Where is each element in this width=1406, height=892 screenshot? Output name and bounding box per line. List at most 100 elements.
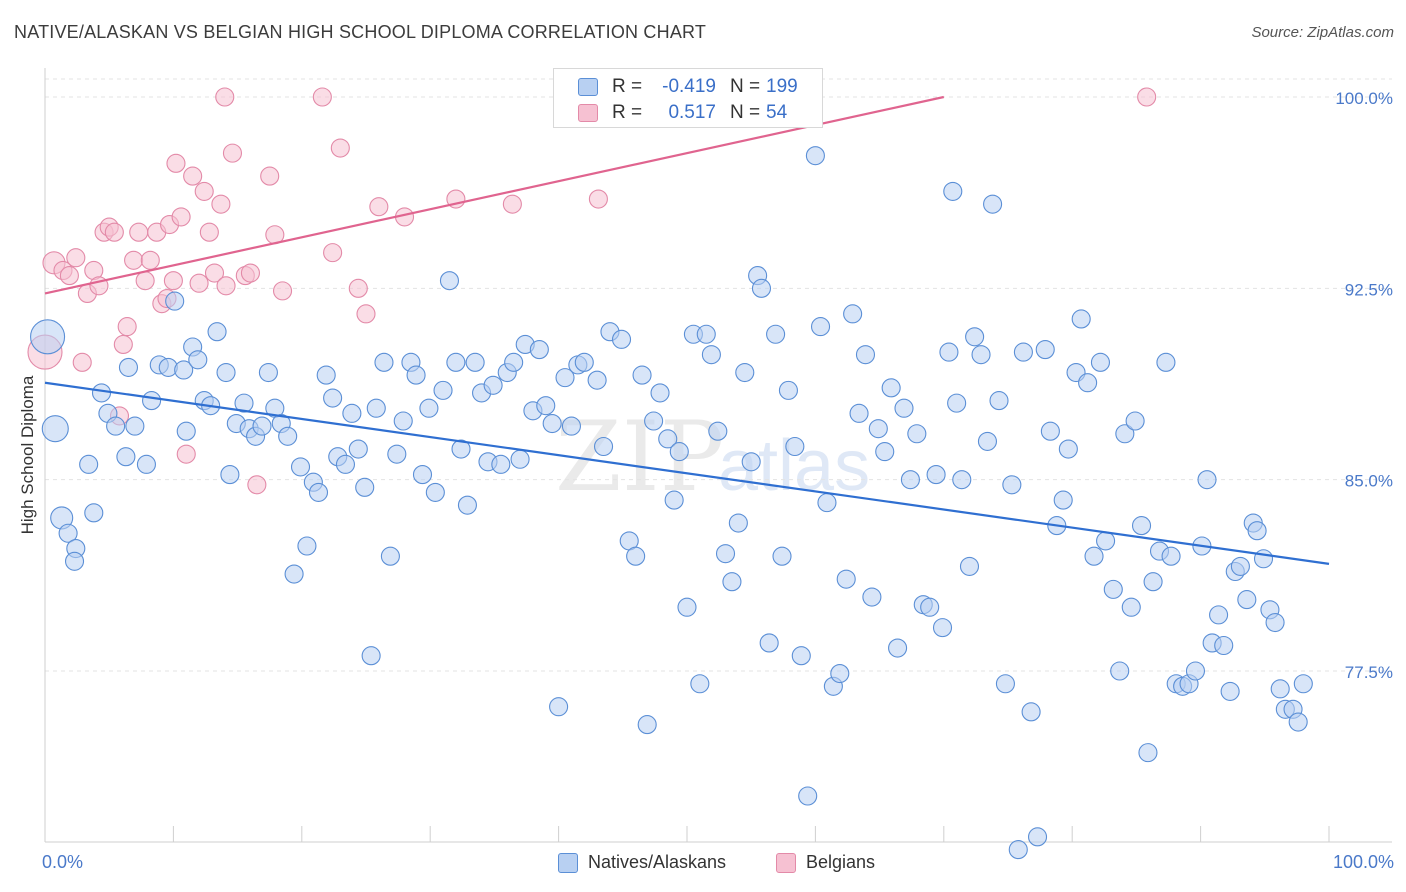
natives-point (106, 416, 126, 436)
legend-swatch-natives (578, 78, 598, 96)
natives-point (664, 490, 684, 510)
natives-point (1209, 605, 1229, 625)
natives-point (504, 352, 524, 372)
belgians-point (104, 222, 124, 242)
natives-point (888, 638, 908, 658)
natives-point (778, 380, 798, 400)
belgians-point (222, 143, 243, 163)
natives-point (308, 482, 329, 502)
natives-point (830, 664, 850, 684)
natives-point (361, 646, 381, 666)
natives-point (1253, 549, 1274, 569)
legend-swatch-belgians (578, 104, 598, 122)
belgians-point (216, 276, 236, 296)
natives-point (1156, 352, 1176, 372)
belgians-point (588, 189, 608, 209)
belgians-point (247, 475, 267, 495)
natives-point (735, 362, 755, 383)
natives-point (542, 413, 562, 434)
natives-point (805, 146, 825, 166)
natives-point (836, 569, 856, 589)
natives-point (549, 697, 569, 717)
belgians-point (369, 197, 389, 217)
natives-point (1027, 827, 1048, 847)
belgians-point (260, 166, 280, 186)
natives-point (335, 454, 356, 474)
natives-point (983, 194, 1003, 214)
natives-point (555, 368, 575, 388)
natives-point (932, 618, 953, 638)
natives-point (817, 493, 837, 513)
natives-point (611, 329, 632, 349)
natives-point (881, 378, 901, 398)
natives-point (220, 465, 240, 485)
natives-point (722, 572, 742, 592)
natives-point (1220, 681, 1240, 701)
belgians-point (272, 281, 293, 301)
y-tick-labels: 77.5% 85.0% 92.5% 100.0% (1335, 89, 1393, 682)
natives-point (1185, 661, 1206, 681)
y-tick-label: 92.5% (1345, 280, 1393, 299)
natives-point (41, 415, 69, 443)
natives-point (125, 416, 145, 436)
belgians-point (312, 87, 332, 107)
natives-point (1002, 475, 1022, 495)
natives-point (751, 278, 772, 298)
natives-point (457, 495, 477, 515)
legend-n-label: N = (730, 102, 761, 123)
natives-point (1288, 712, 1308, 732)
natives-point (176, 421, 196, 441)
natives-point (536, 396, 556, 416)
natives-point (374, 352, 394, 372)
natives-point (1013, 342, 1033, 362)
natives-point (677, 597, 697, 617)
natives-point (393, 411, 413, 431)
natives-point (1214, 635, 1234, 656)
natives-point (1084, 546, 1104, 566)
natives-point (708, 421, 728, 441)
natives-point (1125, 411, 1145, 431)
natives-point (1143, 572, 1163, 592)
belgians-point (356, 304, 376, 324)
natives-point (977, 431, 998, 451)
natives-point (1110, 661, 1130, 681)
natives-point (728, 513, 748, 533)
natives-point (30, 319, 66, 355)
natives-point (574, 352, 594, 372)
belgians-point (72, 352, 92, 372)
natives-point (355, 477, 375, 497)
natives-point (1071, 309, 1091, 329)
belgians-point (211, 194, 231, 214)
belgians-point (163, 271, 183, 291)
natives-point (439, 271, 460, 291)
axes (44, 68, 1392, 843)
natives-point (669, 442, 689, 462)
natives-point (637, 715, 657, 735)
belgians-point (194, 181, 214, 201)
natives-point (258, 362, 278, 383)
natives-point (920, 597, 940, 617)
belgians-point (59, 266, 79, 286)
natives-point (658, 429, 678, 449)
natives-point (989, 391, 1009, 411)
natives-point (810, 317, 831, 337)
natives-point (165, 291, 185, 311)
natives-point (425, 482, 445, 502)
natives-point (174, 360, 194, 380)
natives-point (323, 388, 343, 408)
trend-lines (44, 95, 1330, 565)
natives-point (1230, 556, 1250, 576)
natives-point (696, 324, 716, 344)
natives-point (387, 444, 407, 464)
natives-point (715, 544, 736, 564)
natives-point (965, 327, 985, 347)
y-tick-label: 100.0% (1335, 89, 1393, 108)
natives-point (1035, 340, 1055, 360)
natives-point (1096, 531, 1116, 551)
belgians-point (171, 207, 191, 227)
natives-point (380, 546, 400, 566)
natives-point (995, 674, 1015, 694)
natives-point (419, 398, 439, 418)
natives-point (1008, 840, 1028, 860)
